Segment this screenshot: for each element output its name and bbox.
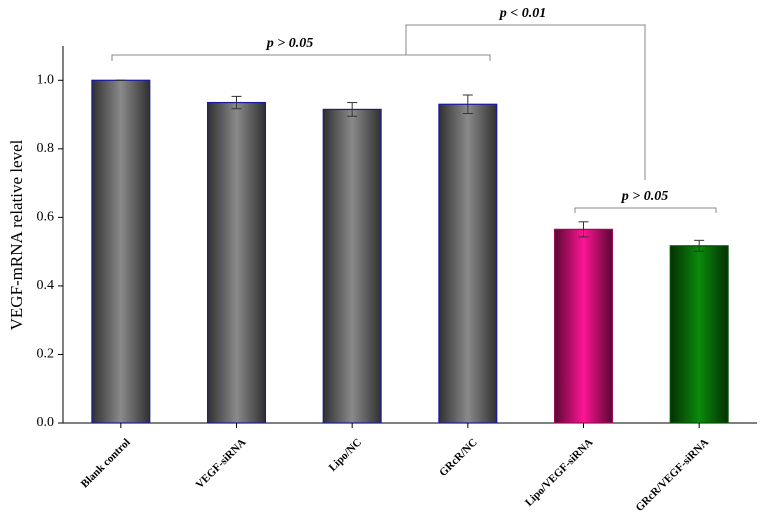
bar — [91, 79, 151, 424]
annotation: p > 0.05 — [266, 36, 313, 51]
y-tick-label: 0.2 — [37, 347, 55, 362]
x-tick-label: GRcR/NC — [437, 436, 480, 479]
brackets — [111, 24, 717, 213]
error-bar — [462, 94, 473, 115]
y-tick-label: 0.4 — [37, 278, 55, 293]
bracket — [405, 24, 646, 180]
y-tick-label: 0.6 — [37, 210, 55, 225]
y-tick-label: 1.0 — [37, 72, 55, 87]
y-tick-label: 0.8 — [37, 141, 55, 156]
bar — [669, 245, 729, 424]
error-bar — [578, 221, 589, 238]
bar — [553, 228, 614, 424]
bar — [438, 103, 498, 424]
error-bar — [347, 102, 358, 117]
x-tick-label: Lipo/VEGF-siRNA — [523, 436, 595, 508]
y-axis-label: VEGF-mRNA relative level — [7, 139, 26, 330]
annotation: p > 0.05 — [621, 189, 668, 204]
x-tick-label: GRcR/VEGF-siRNA — [633, 436, 711, 514]
error-bar — [231, 95, 242, 110]
error-bar — [694, 239, 705, 252]
annotation: p < 0.01 — [499, 6, 546, 21]
bar — [206, 101, 267, 424]
bar — [322, 108, 382, 424]
bracket — [574, 207, 717, 213]
x-tick-label: Lipo/NC — [327, 436, 364, 473]
y-tick-label: 0.0 — [37, 415, 55, 430]
x-tick-label: VEGF-siRNA — [194, 436, 249, 491]
x-tick-label: Blank control — [79, 436, 133, 490]
bracket — [111, 54, 491, 61]
